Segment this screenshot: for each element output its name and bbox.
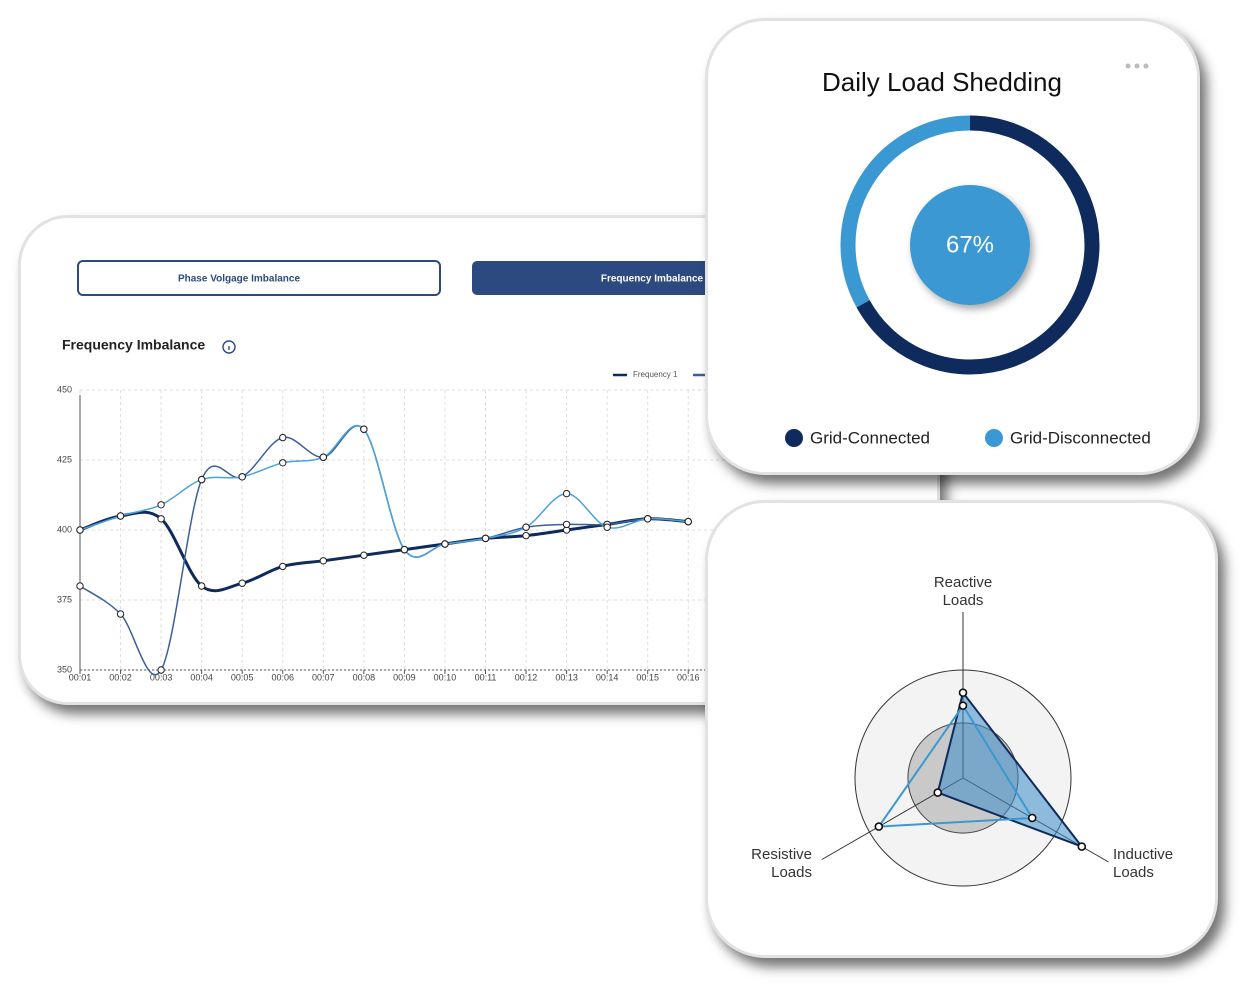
radar-card: Reactive Loads Inductive Loads Resistive L… [705,500,1218,958]
chart-title: Frequency Imbalance [62,337,205,353]
x-tick-label: 00:05 [231,672,254,682]
radar-point [958,688,968,697]
x-tick-label: 00:04 [190,672,213,682]
point [562,520,571,529]
center-label: 67% [946,231,994,258]
radar-point [1077,842,1087,851]
point [319,453,327,461]
x-tick-label: 00:16 [677,672,700,682]
legend-label: Frequency 1 [633,370,678,379]
y-tick-label: 350 [57,664,72,674]
x-tick-label: 00:03 [150,672,173,682]
point [522,523,530,531]
x-tick-label: 00:15 [636,672,659,682]
axis-label: Inductive Loads [1113,846,1174,881]
point [116,512,125,520]
menu-dot[interactable] [1143,63,1149,69]
donut-card: Daily Load Shedding 67% Grid-Connected Gri… [705,18,1200,475]
x-tick-label: 00:01 [69,672,92,682]
radar-point [958,701,968,710]
point [522,531,530,540]
y-tick-label: 400 [57,524,72,534]
point [481,534,490,543]
center-disc [910,185,1030,305]
radar-area [877,704,1034,828]
line-series [79,425,689,558]
x-tick-label: 00:07 [312,672,335,682]
point [76,526,84,534]
point [238,579,246,587]
donut-segment [840,115,971,308]
point [684,517,692,526]
point [197,582,206,590]
x-tick-label: 00:11 [475,672,497,682]
point [157,515,165,523]
point [603,523,611,531]
point [441,540,449,548]
point [360,425,368,433]
legend-label: Grid-Connected [810,428,930,447]
radar-point [933,788,943,797]
point [157,501,165,509]
point [76,582,84,590]
x-tick-label: 00:14 [596,672,619,682]
y-tick-label: 375 [57,594,72,604]
point [279,459,287,467]
axis-label: Reactive Loads [933,574,993,609]
line-series [79,510,689,593]
chart-title: Daily Load Shedding [822,67,1062,97]
point [562,489,571,498]
x-tick-label: 00:08 [353,672,376,682]
x-tick-label: 00:02 [109,672,132,682]
legend-dot [985,429,1003,447]
y-tick-label: 425 [57,454,72,464]
legend-label: Grid-Disconnected [1010,428,1151,447]
point [238,473,246,481]
x-tick-label: 00:06 [271,672,294,682]
radar-point [1027,813,1037,823]
x-tick-label: 00:10 [434,672,457,682]
legend-dot [785,429,803,447]
line-series [79,425,689,676]
point [116,610,125,618]
point [197,475,206,484]
point [644,515,652,523]
radar-point [874,822,884,831]
x-tick-label: 00:12 [515,672,538,682]
point [279,562,287,571]
x-tick-label: 00:09 [393,672,416,682]
point [400,545,409,554]
y-tick-label: 450 [57,384,72,394]
menu-dot[interactable] [1125,63,1131,69]
donut-chart: Daily Load Shedding 67% Grid-Connected Gri… [785,63,1151,447]
x-tick-label: 00:13 [555,672,578,682]
axis-label: Resistive Loads [751,846,812,881]
tab-label[interactable]: Frequency Imbalance [601,274,704,285]
radar-chart [821,612,1109,887]
point [157,666,165,674]
donut-segment [856,115,1100,375]
tab-label[interactable]: Phase Volgage Imbalance [178,274,301,285]
tab[interactable] [77,260,441,296]
point [319,557,327,565]
point [279,433,287,442]
point [360,551,368,559]
info-icon[interactable] [222,340,236,354]
menu-dot[interactable] [1134,63,1140,69]
